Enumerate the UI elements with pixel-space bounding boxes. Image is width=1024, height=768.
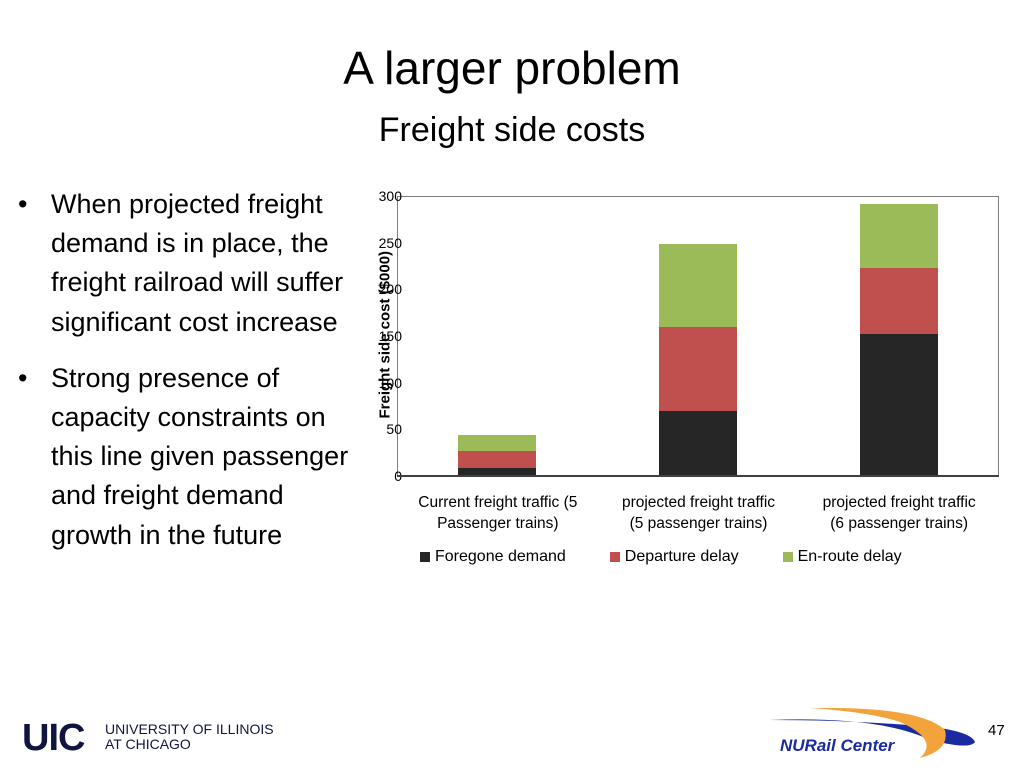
bar-segment [458, 434, 537, 451]
bar-segment [659, 326, 737, 411]
bullet-marker-icon: • [18, 362, 28, 393]
uic-logo-mark: UIC [22, 717, 85, 759]
legend-swatch-icon [420, 552, 430, 562]
legend-label: En-route delay [797, 548, 902, 565]
y-tick-label: 0 [362, 468, 402, 484]
x-category-label: projected freight traffic (5 passenger tr… [621, 494, 776, 532]
y-tick-label: 200 [378, 281, 402, 298]
bar-segment [659, 410, 737, 476]
bar-segment [859, 204, 938, 268]
bar-segment [859, 267, 938, 335]
y-tick-label: 150 [378, 328, 402, 344]
bullet-item: • Strong presence of capacity constraint… [18, 359, 368, 555]
uic-logo-text: UNIVERSITY OF ILLINOIS AT CHICAGO [105, 722, 274, 752]
legend-item: En-route delay [782, 548, 902, 566]
bullet-list: • When projected freight demand is in pl… [18, 185, 368, 572]
x-axis [397, 475, 999, 477]
y-tick-label: 300 [378, 188, 402, 204]
nurail-logo-text: NURail Center [780, 736, 895, 755]
y-axis [397, 196, 398, 476]
bullet-marker-icon: • [18, 189, 28, 219]
bullet-text: Strong presence of capacity constraints … [51, 362, 349, 550]
bar-segment [659, 243, 737, 327]
stacked-bar-chart: Freight side cost ($000) 050100150200250… [330, 180, 1020, 580]
slide-subtitle: Freight side costs [378, 111, 646, 149]
legend-item: Foregone demand [420, 548, 566, 566]
bar-segment [458, 467, 537, 476]
legend-swatch-icon [609, 552, 620, 562]
legend-label: Foregone demand [435, 548, 566, 565]
stacked-bar [859, 204, 938, 476]
x-category-label: projected freight traffic (6 passenger tr… [822, 494, 976, 532]
y-tick-label: 100 [378, 374, 402, 391]
y-tick-label: 250 [378, 234, 402, 251]
bar-segment [859, 334, 938, 476]
nurail-swoosh-icon [770, 707, 975, 758]
bar-segment [458, 450, 537, 468]
legend-item: Departure delay [609, 548, 739, 566]
stacked-bar [458, 434, 537, 476]
uic-logo-line1: UNIVERSITY OF ILLINOIS [105, 721, 274, 737]
legend-label: Departure delay [624, 548, 739, 565]
chart-legend: Foregone demand Departure delay En-route d… [420, 548, 946, 566]
page-number: 47 [988, 722, 1005, 739]
x-category-label: Current freight traffic (5 Passenger trai… [418, 494, 578, 532]
nurail-logo: NURail Center [770, 700, 980, 760]
uic-logo-line2: AT CHICAGO [105, 736, 191, 752]
slide-title: A larger problem [343, 42, 681, 94]
bullet-text: When projected freight demand is in plac… [51, 189, 344, 337]
y-tick-label: 50 [386, 421, 402, 438]
bullet-item: • When projected freight demand is in pl… [18, 185, 368, 342]
stacked-bar [659, 243, 737, 476]
legend-swatch-icon [782, 552, 793, 562]
